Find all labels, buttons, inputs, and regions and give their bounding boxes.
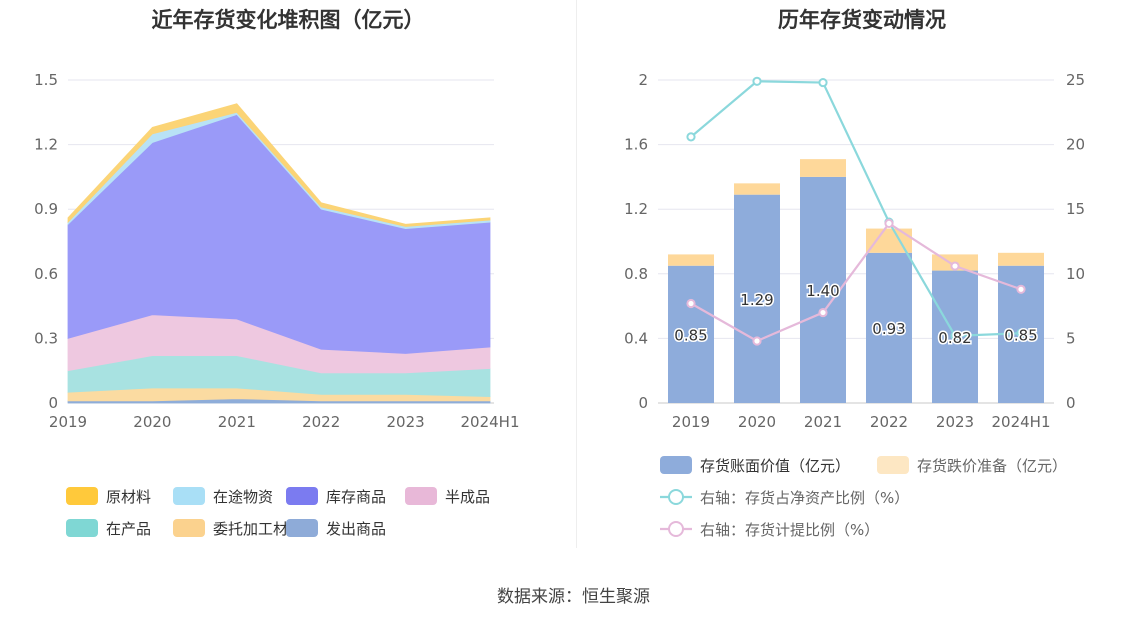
y-tick-label: 2 [638,71,648,89]
legend-line-marker [668,489,684,505]
y-tick-label: 0.4 [624,329,648,347]
y2-tick-label: 25 [1066,71,1085,89]
line-point [1016,284,1026,294]
line-point [1016,328,1026,338]
y-tick-label: 1.6 [624,136,648,154]
bar-book-value [668,265,714,403]
x-tick-label: 2019 [672,413,710,431]
y-tick-label: 1.2 [34,136,58,154]
y-tick-label: 0.8 [624,265,648,283]
line-point [950,261,960,271]
bar-value-label: 0.85 [674,326,707,344]
legend-swatch [286,519,318,537]
y-tick-label: 0.9 [34,200,58,218]
bar-impairment-reserve [734,183,780,195]
legend-swatch [173,519,205,537]
y-tick-label: 0.3 [34,329,58,347]
line-point [752,336,762,346]
x-tick-label: 2021 [218,413,256,431]
line-point [818,307,828,318]
y2-tick-label: 10 [1066,265,1085,283]
legend-swatch [286,487,318,505]
legend-label: 半成品 [445,488,490,506]
y-tick-label: 0.6 [34,265,58,283]
stacked-area-chart: 0 0.3 0.6 0.9 1.2 1.5 2019 2020 2021 2022 2023 2024… [34,71,520,538]
legend-swatch [660,456,692,474]
x-tick-label: 2020 [738,413,776,431]
bar-book-value [734,194,780,403]
legend-label: 右轴：存货占净资产比例（%） [700,489,909,507]
bar-impairment-reserve [668,254,714,266]
line-provision-ratio [690,221,1022,343]
bar-impairment-reserve [998,252,1044,266]
line-point [686,132,696,142]
y2-tick-label: 0 [1066,394,1076,412]
line-point [950,331,960,341]
x-tick-label: 2021 [804,413,842,431]
bar-value-label: 0.85 [1004,326,1037,344]
line-inventory-to-net-assets [690,80,1022,337]
legend-label: 在产品 [106,520,151,538]
legend-label: 库存商品 [326,488,386,506]
left-chart-title: 近年存货变化堆积图（亿元） [151,8,425,32]
x-tick-label: 2022 [870,413,908,431]
bar-book-value [866,252,912,403]
right-chart-title: 历年存货变动情况 [778,8,946,32]
bar-value-label: 1.29 [740,291,773,309]
x-tick-label: 2023 [387,413,425,431]
y2-tick-label: 15 [1066,200,1085,218]
y2-tick-label: 20 [1066,136,1085,154]
x-tick-label: 2022 [302,413,340,431]
line-point [752,76,762,86]
legend-label: 发出商品 [326,520,386,538]
legend-label: 存货跌价准备（亿元） [917,457,1067,475]
y2-tick-label: 5 [1066,329,1076,347]
line-point [884,218,894,229]
bar-book-value [800,176,846,403]
x-tick-label: 2024H1 [461,413,520,431]
x-tick-label: 2020 [133,413,171,431]
bar-impairment-reserve [800,159,846,177]
line-point [686,298,696,309]
legend-label: 原材料 [106,488,151,506]
y-tick-label: 1.5 [34,71,58,89]
bar-value-label: 0.93 [872,320,905,338]
y-tick-label: 1.2 [624,200,648,218]
x-tick-label: 2019 [49,413,87,431]
legend-line-marker [668,521,684,537]
legend-swatch [66,487,98,505]
legend-swatch [877,456,909,474]
y-tick-label: 0 [48,394,58,412]
panel-divider [576,0,577,548]
legend-label: 委托加工材料 [213,520,303,538]
x-tick-label: 2024H1 [992,413,1051,431]
y-tick-label: 0 [638,394,648,412]
x-tick-label: 2023 [936,413,974,431]
legend-swatch [173,487,205,505]
line-point [818,77,828,88]
legend-swatch [405,487,437,505]
legend-label: 右轴：存货计提比例（%） [700,521,879,539]
area-series [67,103,491,227]
legend-swatch [66,519,98,537]
legend-label: 在途物资 [213,488,273,506]
bar-value-label: 1.40 [806,282,839,300]
legend-label: 存货账面价值（亿元） [700,457,850,475]
bar-value-label: 0.82 [938,329,971,347]
data-source-note: 数据来源：恒生聚源 [497,587,650,607]
